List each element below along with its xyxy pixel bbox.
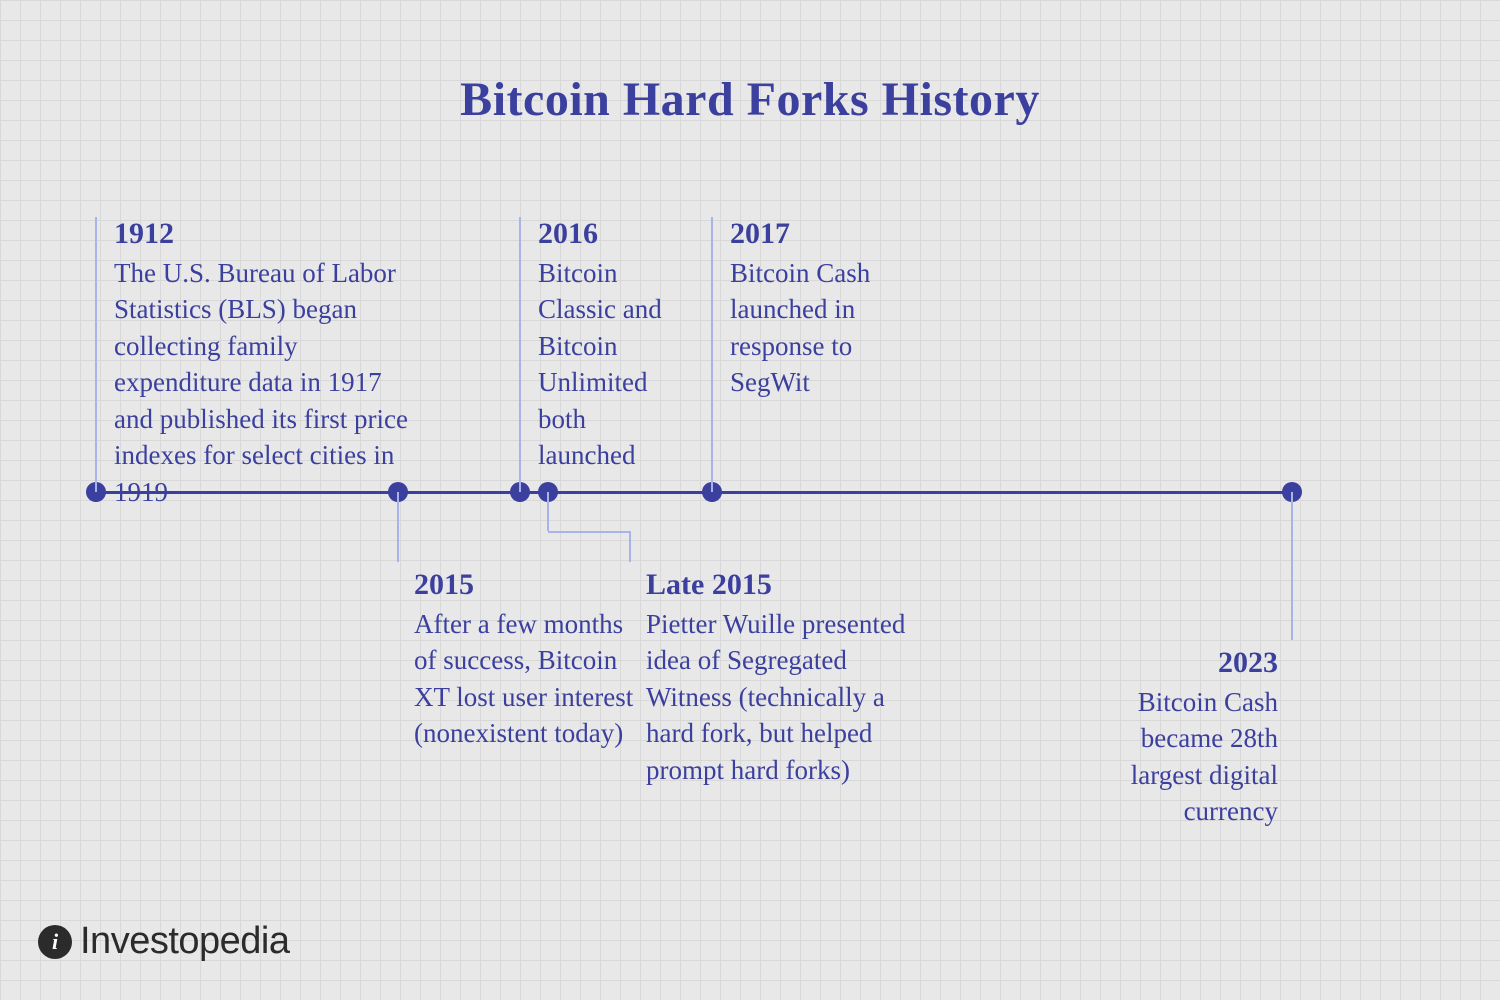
timeline-year: 2015 (414, 568, 634, 602)
timeline-year: 2017 (730, 217, 930, 251)
timeline-desc: Bitcoin Classic and Bitcoin Unlimited bo… (538, 255, 688, 474)
timeline-desc: After a few months of success, Bitcoin X… (414, 606, 634, 752)
brand-logo-icon: i (38, 925, 72, 959)
timeline-year: 1912 (114, 217, 424, 251)
timeline-stem (95, 217, 97, 492)
timeline-year: Late 2015 (646, 568, 936, 602)
timeline-stem (629, 531, 631, 563)
timeline-entry: 2017 Bitcoin Cash launched in response to… (730, 217, 930, 401)
page-title: Bitcoin Hard Forks History (460, 72, 1040, 127)
timeline-year: 2023 (1078, 646, 1278, 680)
timeline-entry: 2023 Bitcoin Cash became 28th largest dig… (1078, 646, 1278, 830)
timeline-entry: Late 2015 Pietter Wuille presented idea o… (646, 568, 936, 788)
timeline-stem (519, 217, 521, 492)
brand-logo: i Investopedia (38, 920, 290, 963)
brand-logo-text: Investopedia (80, 920, 290, 963)
timeline-entry: 2016 Bitcoin Classic and Bitcoin Unlimite… (538, 217, 688, 474)
timeline-year: 2016 (538, 217, 688, 251)
timeline-desc: The U.S. Bureau of Labor Statistics (BLS… (114, 255, 424, 510)
timeline-stem (397, 492, 399, 562)
timeline-stem (547, 492, 549, 531)
timeline-entry: 2015 After a few months of success, Bitco… (414, 568, 634, 752)
timeline-entry: 1912 The U.S. Bureau of Labor Statistics … (114, 217, 424, 510)
timeline-stem (711, 217, 713, 492)
timeline-desc: Pietter Wuille presented idea of Segrega… (646, 606, 936, 788)
timeline-stem (1291, 492, 1293, 640)
timeline-desc: Bitcoin Cash became 28th largest digital… (1078, 684, 1278, 830)
timeline-desc: Bitcoin Cash launched in response to Seg… (730, 255, 930, 401)
timeline-stem (548, 531, 630, 533)
